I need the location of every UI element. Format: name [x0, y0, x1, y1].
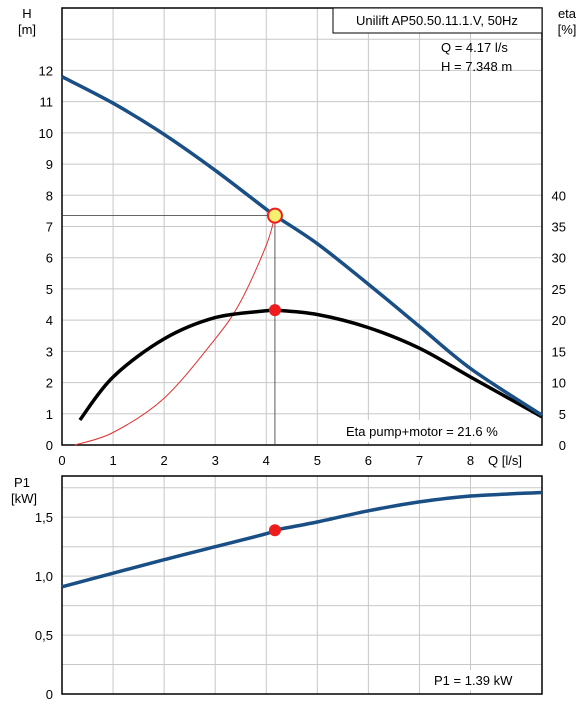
y-right-tick-label: 0 [559, 438, 566, 453]
lower-grid [62, 476, 542, 694]
lower-plot-frame [62, 476, 542, 694]
y-right-tick-label: 25 [552, 282, 566, 297]
x-tick-label: 7 [416, 453, 423, 468]
x-tick-label: 5 [314, 453, 321, 468]
y-right-tick-label: 15 [552, 344, 566, 359]
y-left-tick-label: 11 [40, 95, 54, 110]
upper-x-ticks: 0 1 2 3 4 5 6 7 8 [58, 453, 474, 468]
p1-tick-label: 0 [46, 687, 53, 702]
y-right-label-unit: [%] [558, 22, 577, 37]
y-left-tick-label: 10 [39, 126, 53, 141]
upper-y-ticks-right: 0 5 10 15 20 25 30 35 40 [552, 188, 566, 453]
x-tick-label: 3 [212, 453, 219, 468]
y-right-tick-label: 40 [552, 188, 566, 203]
y-left-tick-label: 12 [39, 63, 53, 78]
lower-series [61, 490, 543, 589]
upper-grid [62, 8, 542, 445]
upper-plot-border [61, 7, 543, 446]
x-tick-label: 2 [161, 453, 168, 468]
eta-readout: Eta pump+motor = 21.6 % [346, 424, 498, 439]
p1-label-name: P1 [14, 475, 30, 490]
y-right-tick-label: 5 [559, 407, 566, 422]
y-left-label-unit: [m] [18, 22, 36, 37]
lower-chart: 0 0,5 1,0 1,5 P1 = 1.39 kW P1 [kW] [11, 475, 543, 702]
y-right-tick-label: 35 [552, 220, 566, 235]
y-right-tick-label: 20 [552, 313, 566, 328]
x-tick-label: 8 [467, 453, 474, 468]
upper-series [61, 75, 543, 446]
y-left-label-name: H [22, 6, 31, 21]
eta-operating-point-marker [268, 304, 281, 317]
y-left-tick-label: 1 [46, 407, 53, 422]
lower-y-ticks: 0 0,5 1,0 1,5 [35, 510, 53, 702]
p1-readout-box [428, 670, 530, 690]
y-left-tick-label: 3 [46, 344, 53, 359]
h-readout: H = 7.348 m [441, 59, 512, 74]
x-tick-label: 0 [58, 453, 65, 468]
eta-readout-box [340, 420, 530, 442]
x-axis-label: Q [l/s] [488, 453, 522, 468]
chart-title: Unilift AP50.50.11.1.V, 50Hz [356, 13, 518, 28]
system-curve-line [74, 215, 276, 446]
chart-title-box [332, 7, 543, 34]
p1-readout: P1 = 1.39 kW [434, 673, 513, 688]
y-left-tick-label: 9 [46, 157, 53, 172]
y-right-tick-label: 30 [552, 251, 566, 266]
p1-tick-label: 0,5 [35, 628, 53, 643]
x-tick-label: 4 [263, 453, 270, 468]
head-operating-point-marker [266, 207, 283, 224]
p1-tick-label: 1,5 [35, 510, 53, 525]
p1-operating-point-marker [268, 524, 281, 537]
y-left-tick-label: 6 [46, 251, 53, 266]
y-left-tick-label: 2 [46, 376, 53, 391]
y-right-tick-label: 10 [552, 376, 566, 391]
x-tick-label: 6 [365, 453, 372, 468]
q-readout: Q = 4.17 l/s [441, 40, 508, 55]
y-left-tick-label: 5 [46, 282, 53, 297]
p1-label-unit: [kW] [11, 491, 37, 506]
p1-tick-label: 1,0 [35, 569, 53, 584]
x-tick-label: 1 [109, 453, 116, 468]
y-left-tick-label: 8 [46, 188, 53, 203]
y-left-tick-label: 7 [46, 220, 53, 235]
y-left-tick-label: 0 [46, 438, 53, 453]
y-right-label-name: eta [558, 6, 577, 21]
y-left-tick-label: 4 [46, 313, 53, 328]
